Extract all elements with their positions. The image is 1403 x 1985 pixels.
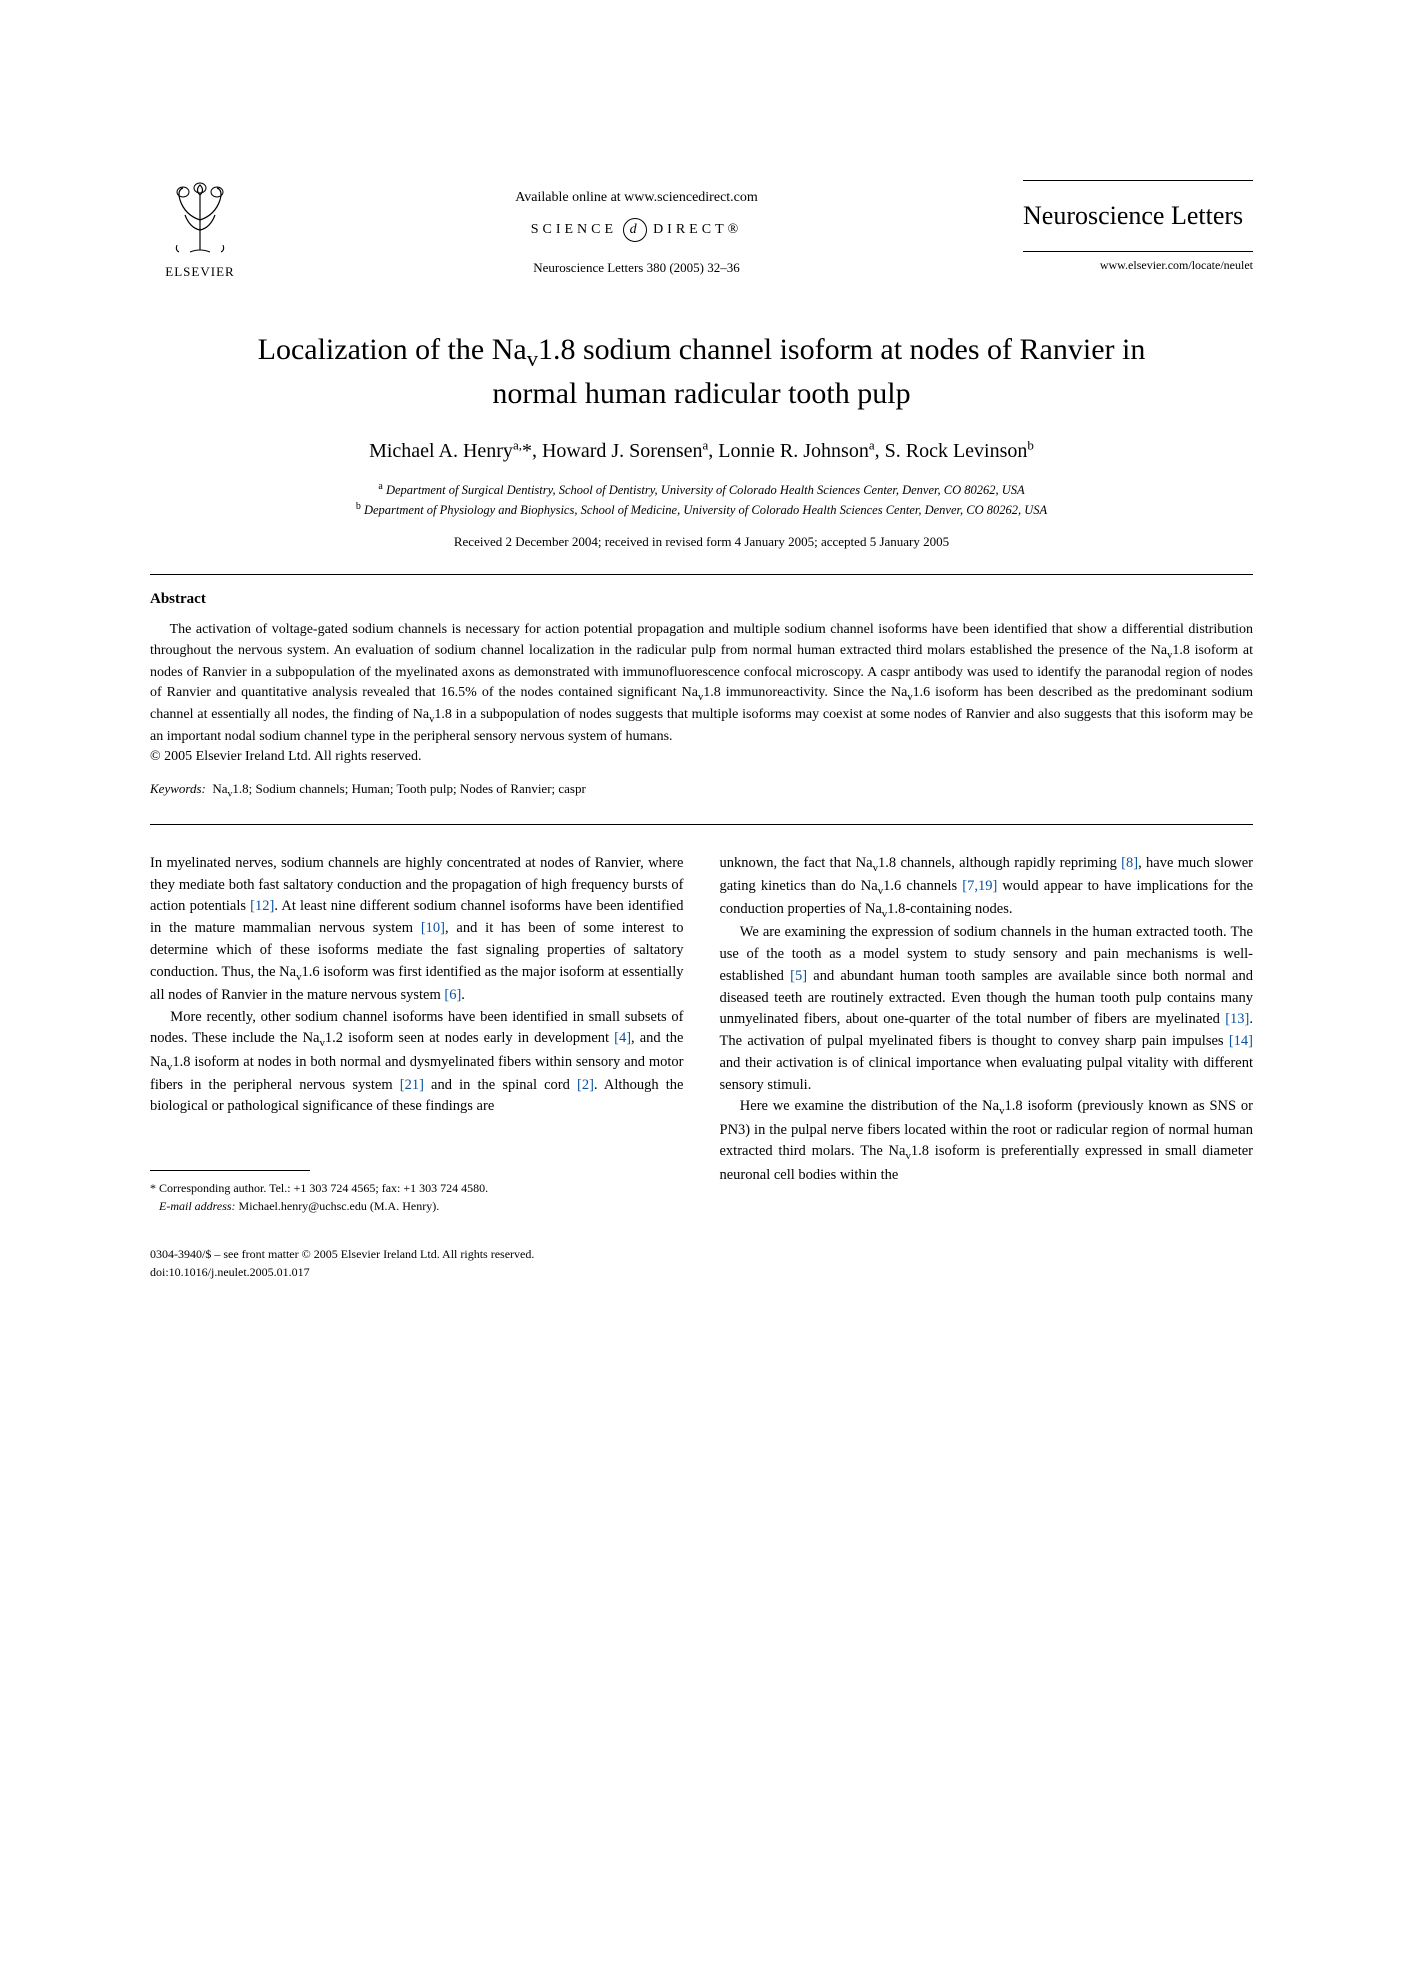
ref-link[interactable]: [4] bbox=[614, 1030, 631, 1046]
doi-line2: doi:10.1016/j.neulet.2005.01.017 bbox=[150, 1263, 1253, 1281]
article-dates: Received 2 December 2004; received in re… bbox=[150, 534, 1253, 550]
header-row: ELSEVIER Available online at www.science… bbox=[150, 180, 1253, 280]
email-line: E-mail address: Michael.henry@uchsc.edu … bbox=[150, 1197, 684, 1215]
body-paragraph: unknown, the fact that Nav1.8 channels, … bbox=[720, 853, 1254, 923]
author: Howard J. Sorensena bbox=[542, 440, 708, 462]
citation-line: Neuroscience Letters 380 (2005) 32–36 bbox=[533, 260, 740, 276]
ref-link[interactable]: [13] bbox=[1225, 1011, 1249, 1027]
ref-link[interactable]: [8] bbox=[1121, 855, 1138, 871]
corresponding-line: * Corresponding author. Tel.: +1 303 724… bbox=[150, 1179, 684, 1197]
email-value: Michael.henry@uchsc.edu (M.A. Henry). bbox=[239, 1199, 440, 1213]
journal-block: Neuroscience Letters www.elsevier.com/lo… bbox=[1023, 180, 1253, 273]
ref-link[interactable]: [7,19] bbox=[962, 878, 997, 894]
ref-link[interactable]: [21] bbox=[400, 1077, 424, 1093]
center-header: Available online at www.sciencedirect.co… bbox=[250, 180, 1023, 276]
body-paragraph: In myelinated nerves, sodium channels ar… bbox=[150, 853, 684, 1007]
keywords-label: Keywords: bbox=[150, 781, 206, 796]
journal-rule-top bbox=[1023, 180, 1253, 181]
doi-block: 0304-3940/$ – see front matter © 2005 El… bbox=[150, 1245, 1253, 1281]
ref-link[interactable]: [12] bbox=[250, 898, 274, 914]
author-list: Michael A. Henrya,*, Howard J. Sorensena… bbox=[150, 437, 1253, 463]
email-label: E-mail address: bbox=[159, 1199, 236, 1213]
publisher-block: ELSEVIER bbox=[150, 180, 250, 280]
elsevier-tree-icon bbox=[165, 180, 235, 260]
ref-link[interactable]: [10] bbox=[421, 920, 445, 936]
abstract-section: Abstract The activation of voltage-gated… bbox=[150, 591, 1253, 800]
author: S. Rock Levinsonb bbox=[885, 440, 1034, 462]
ref-link[interactable]: [5] bbox=[790, 968, 807, 984]
sciencedirect-logo: SCIENCE d DIRECT® bbox=[531, 218, 743, 242]
available-online-text: Available online at www.sciencedirect.co… bbox=[515, 190, 758, 206]
title-block: Localization of the Nav1.8 sodium channe… bbox=[150, 330, 1253, 550]
ref-link[interactable]: [6] bbox=[444, 987, 461, 1003]
sd-left: SCIENCE bbox=[531, 222, 617, 238]
doi-line1: 0304-3940/$ – see front matter © 2005 El… bbox=[150, 1245, 1253, 1263]
journal-url: www.elsevier.com/locate/neulet bbox=[1023, 258, 1253, 273]
ref-link[interactable]: [2] bbox=[577, 1077, 594, 1093]
sd-right: DIRECT® bbox=[653, 222, 742, 238]
body-paragraph: Here we examine the distribution of the … bbox=[720, 1096, 1254, 1186]
compass-icon: d bbox=[623, 218, 647, 242]
abstract-heading: Abstract bbox=[150, 591, 1253, 608]
footnote-rule bbox=[150, 1170, 310, 1171]
body-paragraph: We are examining the expression of sodiu… bbox=[720, 922, 1254, 1096]
body-paragraph: More recently, other sodium channel isof… bbox=[150, 1007, 684, 1119]
journal-title: Neuroscience Letters bbox=[1023, 201, 1253, 231]
affiliation-b: b Department of Physiology and Biophysic… bbox=[150, 499, 1253, 520]
right-column: unknown, the fact that Nav1.8 channels, … bbox=[720, 853, 1254, 1215]
author: Lonnie R. Johnsona bbox=[718, 440, 874, 462]
abstract-copyright: © 2005 Elsevier Ireland Ltd. All rights … bbox=[150, 749, 1253, 765]
keywords-line: Keywords: Nav1.8; Sodium channels; Human… bbox=[150, 781, 1253, 800]
left-column: In myelinated nerves, sodium channels ar… bbox=[150, 853, 684, 1215]
corresponding-footnote: * Corresponding author. Tel.: +1 303 724… bbox=[150, 1179, 684, 1215]
article-title: Localization of the Nav1.8 sodium channe… bbox=[150, 330, 1253, 415]
abstract-text: The activation of voltage-gated sodium c… bbox=[150, 620, 1253, 747]
journal-rule-bottom bbox=[1023, 251, 1253, 252]
ref-link[interactable]: [14] bbox=[1229, 1033, 1253, 1049]
affiliation-a: a Department of Surgical Dentistry, Scho… bbox=[150, 479, 1253, 500]
author: Michael A. Henrya,* bbox=[369, 440, 532, 462]
rule-above-abstract bbox=[150, 574, 1253, 575]
rule-below-abstract bbox=[150, 824, 1253, 825]
body-columns: In myelinated nerves, sodium channels ar… bbox=[150, 853, 1253, 1215]
publisher-name: ELSEVIER bbox=[165, 264, 234, 280]
